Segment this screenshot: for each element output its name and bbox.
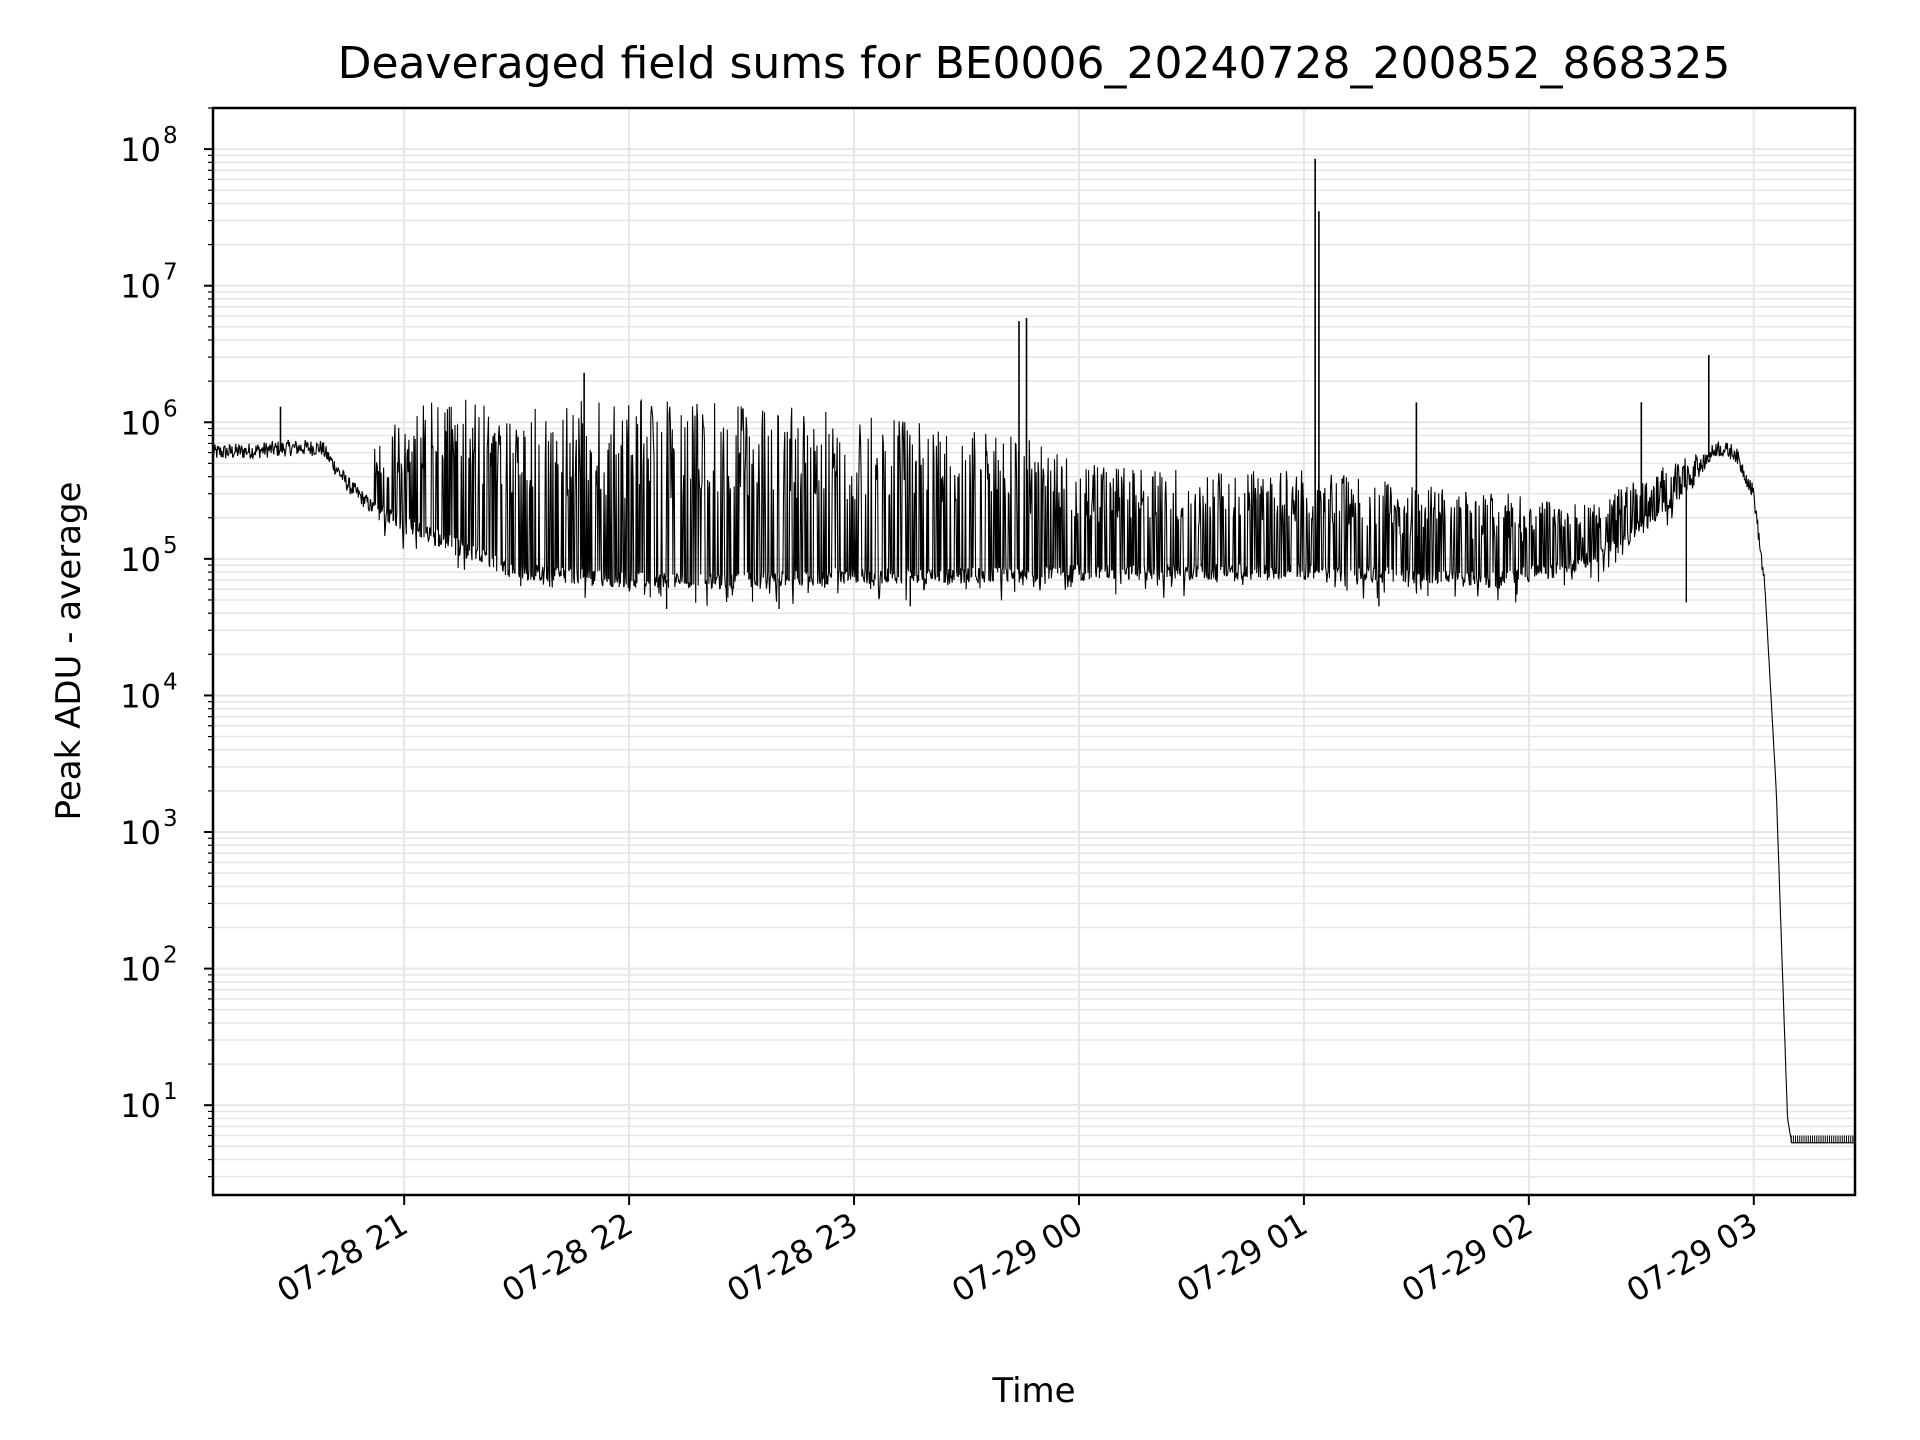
y-tick-label: 10 2: [120, 943, 177, 989]
y-tick-label: 10 4: [120, 669, 177, 715]
y-tick-label-base: 10: [120, 677, 161, 715]
x-axis-label: Time: [991, 1371, 1075, 1411]
y-tick-label-base: 10: [120, 814, 161, 852]
y-tick-label-base: 10: [120, 131, 161, 169]
y-tick-label-exponent: 2: [163, 943, 178, 969]
plot-frame: [211, 106, 1857, 1197]
grid-layer: [213, 107, 1855, 1195]
y-tick-label: 10 8: [120, 123, 177, 169]
y-tick-label: 10 6: [120, 396, 177, 442]
y-axis-label: Peak ADU - average: [49, 482, 89, 821]
y-tick-label-exponent: 3: [163, 806, 178, 832]
y-tick-label: 10 5: [120, 533, 177, 579]
y-tick-label: 10 3: [120, 806, 177, 852]
y-tick-label: 10 1: [120, 1079, 177, 1125]
y-tick-label-exponent: 1: [163, 1079, 178, 1105]
y-tick-label-exponent: 6: [163, 396, 178, 422]
data-layer: [212, 158, 1855, 1144]
y-tick-label-base: 10: [120, 1087, 161, 1125]
y-tick-label-base: 10: [120, 268, 161, 306]
y-tick-label-base: 10: [120, 951, 161, 989]
chart-title: Deaveraged field sums for BE0006_2024072…: [338, 38, 1731, 89]
y-tick-label: 10 7: [120, 260, 177, 306]
y-tick-label-base: 10: [120, 541, 161, 579]
y-tick-label-exponent: 4: [163, 669, 178, 695]
y-tick-label-exponent: 7: [163, 260, 178, 286]
y-tick-label-exponent: 8: [163, 123, 178, 149]
data-series-line: [212, 398, 1855, 1144]
y-tick-label-base: 10: [120, 404, 161, 442]
y-tick-label-exponent: 5: [163, 533, 178, 559]
